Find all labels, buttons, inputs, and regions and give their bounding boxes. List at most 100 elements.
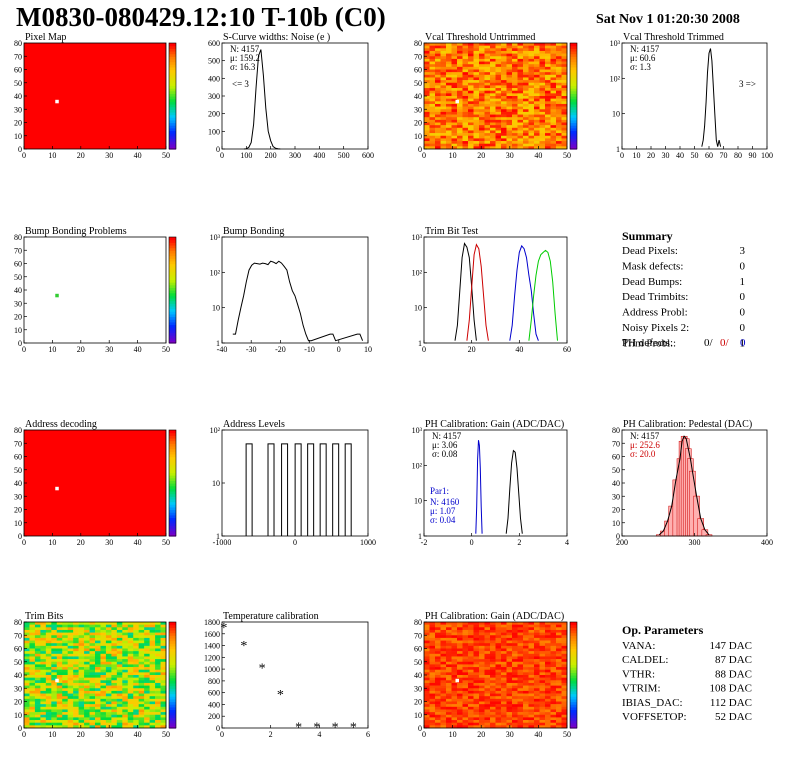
- heatmap-cell: [484, 635, 491, 639]
- heatmap-cell: [457, 656, 463, 660]
- heatmap-cell: [468, 632, 474, 636]
- heatmap-cell: [539, 624, 546, 628]
- heatmap-cell: [73, 698, 79, 702]
- colorbar-segment: [169, 717, 176, 721]
- heatmap-cell: [490, 627, 496, 631]
- heatmap-cell: [490, 133, 496, 137]
- heatmap-cell: [457, 717, 463, 721]
- heatmap-cell: [29, 629, 36, 633]
- heatmap-cell: [451, 53, 458, 57]
- heatmap-cell: [539, 706, 546, 710]
- heatmap-cell: [495, 53, 502, 57]
- heatmap-cell: [495, 130, 502, 134]
- heatmap-cell: [105, 722, 112, 726]
- heatmap-cell: [144, 714, 150, 718]
- heatmap-cell: [56, 680, 63, 684]
- heatmap-cell: [457, 709, 463, 713]
- colorbar-segment: [570, 667, 577, 671]
- heatmap-cell: [545, 141, 551, 144]
- y-tick-label: 30: [414, 684, 422, 693]
- heatmap-cell: [462, 125, 469, 129]
- heatmap-cell: [122, 645, 129, 649]
- heatmap-cell: [490, 66, 496, 70]
- heatmap-cell: [429, 138, 436, 142]
- heatmap-cell: [62, 643, 68, 647]
- heatmap-cell: [133, 720, 139, 723]
- colorbar-segment: [570, 130, 577, 134]
- heatmap-cell: [429, 146, 436, 150]
- heatmap-cell: [95, 640, 101, 644]
- heatmap-cell: [512, 667, 518, 670]
- heatmap-cell: [539, 58, 546, 62]
- heatmap-cell: [105, 690, 112, 694]
- heatmap-cell: [550, 643, 557, 647]
- heatmap-cell: [528, 688, 535, 692]
- heatmap-cell: [550, 661, 557, 665]
- heatmap-cell: [73, 690, 79, 694]
- heatmap-cell: [484, 645, 491, 649]
- colorbar-segment: [169, 305, 176, 310]
- heatmap-cell: [512, 640, 518, 644]
- heatmap-cell: [429, 133, 436, 137]
- heatmap-cell: [462, 119, 469, 123]
- heatmap-cell: [534, 669, 540, 673]
- heatmap-cell: [457, 114, 463, 118]
- heatmap-cell: [24, 629, 30, 633]
- colorbar-segment: [169, 141, 176, 145]
- heatmap-cell: [517, 720, 524, 723]
- stats-line: N: 4157: [630, 431, 660, 441]
- colorbar-segment: [570, 656, 577, 660]
- heatmap-cell: [424, 109, 430, 113]
- heatmap-cell: [138, 651, 145, 655]
- heatmap-cell: [116, 701, 123, 705]
- summary-row-value: 0: [740, 260, 746, 272]
- heatmap-cell: [501, 106, 507, 110]
- heatmap-cell: [512, 56, 518, 60]
- colorbar-segment: [169, 629, 176, 634]
- y-tick-label: 30: [414, 105, 422, 114]
- heatmap-cell: [100, 664, 107, 668]
- heatmap-cell: [51, 653, 58, 657]
- heatmap-cell: [29, 659, 36, 663]
- colorbar-segment: [169, 125, 176, 129]
- heatmap-cell: [462, 722, 469, 726]
- heatmap-cell: [506, 627, 513, 631]
- heatmap-cell: [116, 709, 123, 713]
- heatmap-cell: [446, 648, 452, 652]
- heatmap-cell: [473, 119, 480, 123]
- heatmap-cell: [451, 685, 458, 689]
- heatmap-cell: [501, 98, 507, 102]
- heatmap-cell: [479, 119, 485, 123]
- heatmap-cell: [149, 640, 156, 644]
- heatmap-cell: [446, 722, 452, 726]
- heatmap-cell: [105, 651, 112, 655]
- colorbar-frame: [569, 42, 578, 150]
- heatmap-cell: [545, 698, 551, 702]
- heatmap-cell: [550, 61, 557, 65]
- heatmap-cell: [495, 624, 502, 628]
- heatmap-cell: [84, 637, 90, 641]
- heatmap-cell: [528, 696, 535, 700]
- heatmap-cell: [429, 677, 436, 681]
- heatmap-cell: [111, 648, 118, 652]
- heatmap-cell: [144, 629, 150, 633]
- heatmap-cell: [561, 651, 568, 655]
- heatmap-cell: [429, 664, 436, 668]
- heatmap-cell: [462, 680, 469, 684]
- heatmap-cell: [517, 669, 524, 673]
- heatmap-cell: [561, 677, 568, 681]
- heatmap-cell: [462, 709, 469, 713]
- heatmap-cell: [51, 712, 58, 716]
- heatmap-cell: [512, 48, 518, 52]
- heatmap-cell: [490, 117, 496, 121]
- heatmap-cell: [484, 725, 491, 729]
- colorbar-segment: [169, 685, 176, 689]
- colorbar-segment: [169, 303, 176, 307]
- heatmap-cell: [473, 651, 480, 655]
- heatmap-cell: [545, 714, 551, 718]
- heatmap-cell: [105, 640, 112, 644]
- heatmap-cell: [84, 712, 90, 716]
- heatmap-cell: [84, 685, 90, 689]
- heatmap-cell: [424, 64, 430, 68]
- heatmap-cell: [473, 72, 480, 76]
